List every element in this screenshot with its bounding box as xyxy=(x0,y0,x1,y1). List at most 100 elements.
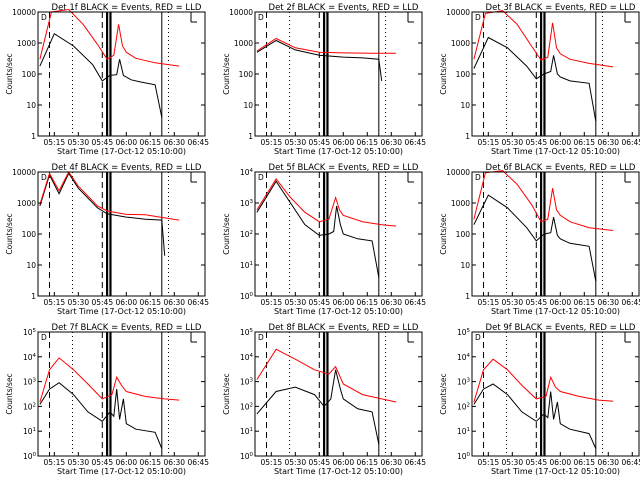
y-tick-label: 1000 xyxy=(234,39,253,48)
series-events-line xyxy=(39,172,166,256)
x-tick-label: 05:45 xyxy=(91,298,113,307)
x-tick-label: 05:30 xyxy=(501,298,523,307)
x-tick-label: 06:45 xyxy=(187,458,209,467)
y-tick-label: 10000 xyxy=(12,168,36,177)
plot-panel: Det 4f BLACK = Events, RED = LLD D 1 10 100 1… xyxy=(5,163,209,316)
legend-marker: D xyxy=(41,333,47,342)
y-tick-label: 103 xyxy=(240,378,254,387)
legend-marker: D xyxy=(258,333,264,342)
y-tick-label: 100 xyxy=(22,70,37,79)
plot-title: Det 9f BLACK = Events, RED = LLD xyxy=(486,323,636,333)
series-events-line xyxy=(473,194,597,282)
legend-marker: D xyxy=(258,13,264,22)
y-tick-label: 103 xyxy=(23,378,37,387)
x-axis-label: Start Time (17-Oct-12 05:10:00) xyxy=(491,307,620,316)
x-tick-label: 06:30 xyxy=(597,298,619,307)
y-tick-label: 1 xyxy=(31,132,36,141)
x-tick-label: 06:15 xyxy=(573,298,595,307)
x-tick-label: 05:30 xyxy=(284,458,306,467)
plot-title: Det 1f BLACK = Events, RED = LLD xyxy=(52,3,202,13)
y-tick-label: 10000 xyxy=(12,8,36,17)
series-events-line xyxy=(256,369,380,445)
x-tick-label: 06:30 xyxy=(163,458,185,467)
y-tick-label: 102 xyxy=(457,402,470,411)
y-tick-label: 10 xyxy=(26,261,36,270)
plot-title: Det 5f BLACK = Events, RED = LLD xyxy=(269,163,419,173)
y-tick-label: 100 xyxy=(240,292,254,301)
x-tick-label: 06:45 xyxy=(621,298,640,307)
y-axis-label: Counts/sec xyxy=(222,213,231,254)
x-tick-label: 05:45 xyxy=(525,138,547,147)
x-tick-label: 05:45 xyxy=(308,458,330,467)
series-lld-line xyxy=(39,357,180,403)
plot-frame xyxy=(37,171,206,297)
y-tick-label: 103 xyxy=(240,199,254,208)
x-tick-label: 06:15 xyxy=(356,138,378,147)
x-tick-label: 05:45 xyxy=(308,138,330,147)
x-tick-label: 06:15 xyxy=(139,138,161,147)
x-tick-label: 06:30 xyxy=(597,138,619,147)
series-events-line xyxy=(473,36,597,122)
x-tick-label: 06:45 xyxy=(404,458,426,467)
x-tick-label: 06:15 xyxy=(356,298,378,307)
y-tick-label: 10 xyxy=(460,101,470,110)
y-tick-label: 1000 xyxy=(451,39,470,48)
x-axis-label: Start Time (17-Oct-12 05:10:00) xyxy=(491,467,620,476)
x-tick-label: 05:45 xyxy=(525,298,547,307)
y-tick-label: 1 xyxy=(465,132,470,141)
y-axis-label: Counts/sec xyxy=(439,53,448,94)
plot-frame xyxy=(254,331,423,457)
y-tick-label: 100 xyxy=(22,230,37,239)
plot-title: Det 2f BLACK = Events, RED = LLD xyxy=(269,3,419,13)
y-tick-label: 104 xyxy=(240,168,254,177)
x-tick-label: 06:45 xyxy=(621,458,640,467)
y-axis-label: Counts/sec xyxy=(439,373,448,414)
x-tick-label: 06:30 xyxy=(380,298,402,307)
y-tick-label: 100 xyxy=(240,452,254,461)
x-axis-label: Start Time (17-Oct-12 05:10:00) xyxy=(491,147,620,156)
plot-frame xyxy=(37,331,206,457)
y-tick-label: 10 xyxy=(243,101,253,110)
y-tick-label: 101 xyxy=(23,427,36,436)
y-tick-label: 105 xyxy=(240,328,254,337)
y-axis-label: Counts/sec xyxy=(222,373,231,414)
x-tick-label: 06:00 xyxy=(332,458,354,467)
plot-panel: Det 3f BLACK = Events, RED = LLD D 1 10 100 1… xyxy=(439,3,640,156)
y-tick-label: 102 xyxy=(240,402,253,411)
x-tick-label: 06:00 xyxy=(115,458,137,467)
plot-title: Det 3f BLACK = Events, RED = LLD xyxy=(486,3,636,13)
x-tick-label: 06:30 xyxy=(163,298,185,307)
x-tick-label: 05:45 xyxy=(91,458,113,467)
y-axis-label: Counts/sec xyxy=(222,53,231,94)
y-tick-label: 1 xyxy=(31,292,36,301)
x-tick-label: 06:45 xyxy=(404,138,426,147)
x-tick-label: 06:30 xyxy=(380,458,402,467)
x-tick-label: 06:00 xyxy=(115,298,137,307)
series-events-line xyxy=(473,383,597,449)
x-tick-label: 06:30 xyxy=(163,138,185,147)
x-tick-label: 05:15 xyxy=(478,458,500,467)
series-events-line xyxy=(39,32,163,118)
x-axis-label: Start Time (17-Oct-12 05:10:00) xyxy=(57,467,186,476)
y-tick-label: 102 xyxy=(240,230,253,239)
plot-panel: Det 9f BLACK = Events, RED = LLD D 100 101 1… xyxy=(439,323,640,476)
plot-title: Det 4f BLACK = Events, RED = LLD xyxy=(52,163,202,173)
x-axis-label: Start Time (17-Oct-12 05:10:00) xyxy=(57,307,186,316)
plot-panel: Det 6f BLACK = Events, RED = LLD D 1 10 100 1… xyxy=(439,163,640,316)
plot-panel: Det 8f BLACK = Events, RED = LLD D 100 101 1… xyxy=(222,323,426,476)
y-tick-label: 10 xyxy=(26,101,36,110)
x-axis-label: Start Time (17-Oct-12 05:10:00) xyxy=(274,147,403,156)
x-tick-label: 06:45 xyxy=(621,138,640,147)
legend-marker: D xyxy=(41,13,47,22)
x-axis-label: Start Time (17-Oct-12 05:10:00) xyxy=(274,307,403,316)
legend-marker: D xyxy=(475,13,481,22)
x-tick-label: 05:45 xyxy=(525,458,547,467)
y-tick-label: 101 xyxy=(240,261,253,270)
plot-frame xyxy=(471,11,640,137)
x-axis-label: Start Time (17-Oct-12 05:10:00) xyxy=(274,467,403,476)
y-tick-label: 10000 xyxy=(446,168,470,177)
legend-marker: D xyxy=(475,333,481,342)
y-axis-label: Counts/sec xyxy=(5,213,14,254)
